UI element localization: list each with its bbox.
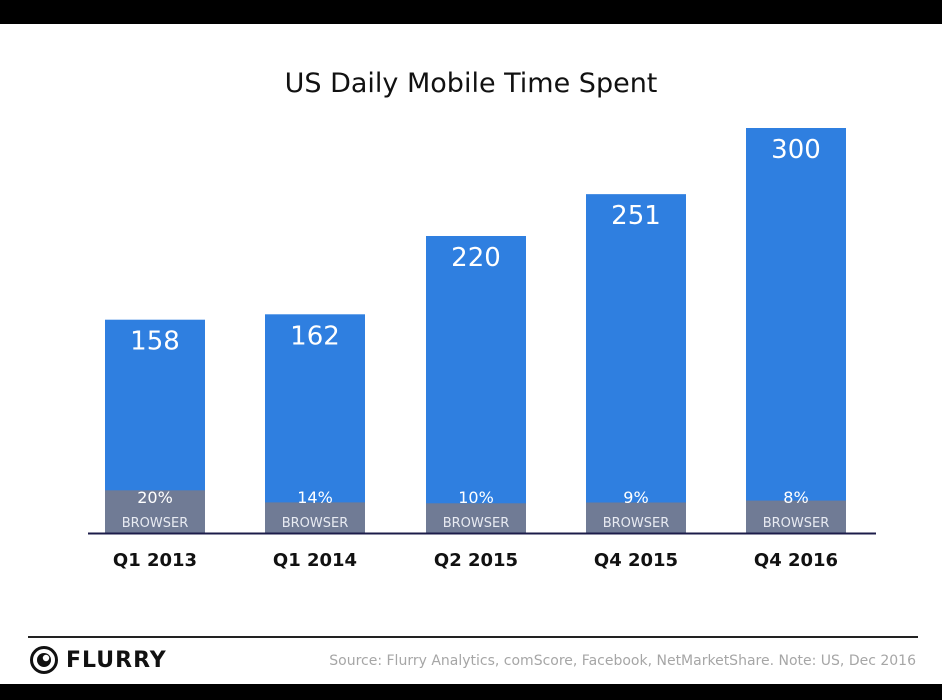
flurry-logo: FLURRY: [30, 646, 167, 674]
bar-value-label: 220: [451, 243, 501, 273]
browser-label: BROWSER: [603, 516, 670, 531]
footer-divider: [28, 636, 918, 638]
browser-label: BROWSER: [282, 516, 349, 531]
browser-label: BROWSER: [122, 516, 189, 531]
bar-value-label: 162: [290, 321, 340, 351]
bar-browser-segment: [105, 490, 205, 533]
source-note: Source: Flurry Analytics, comScore, Face…: [329, 653, 916, 669]
browser-label: BROWSER: [443, 516, 510, 531]
top-bar: [0, 0, 942, 24]
logo-text: FLURRY: [66, 647, 167, 673]
browser-share-label: 20%: [137, 488, 173, 507]
x-tick-label: Q1 2014: [273, 550, 357, 571]
bar-value-label: 300: [771, 135, 821, 165]
browser-label: BROWSER: [763, 516, 830, 531]
browser-share-label: 8%: [783, 488, 808, 507]
bar-browser-segment: [746, 500, 846, 533]
bar-value-label: 251: [611, 201, 661, 231]
browser-share-label: 9%: [623, 488, 648, 507]
x-tick-label: Q4 2016: [754, 550, 838, 571]
flurry-logo-icon: [30, 646, 58, 674]
bar-browser-segment: [586, 502, 686, 533]
browser-share-label: 10%: [458, 488, 494, 507]
x-tick-label: Q2 2015: [434, 550, 518, 571]
bar-browser-segment: [426, 503, 526, 533]
bar-value-label: 158: [130, 327, 180, 357]
bottom-bar: [0, 684, 942, 700]
bar-chart: 158 20% BROWSER Q1 2013 162 14% BROWSER Q1 2014…: [88, 128, 876, 571]
bar-total: [586, 194, 686, 533]
bar-total: [426, 236, 526, 533]
bar-total: [746, 128, 846, 533]
x-tick-label: Q1 2013: [113, 550, 197, 571]
browser-share-label: 14%: [297, 488, 333, 507]
x-tick-label: Q4 2015: [594, 550, 678, 571]
chart-title: US Daily Mobile Time Spent: [284, 68, 658, 99]
bar-browser-segment: [265, 502, 365, 533]
bar-total: [265, 314, 365, 533]
